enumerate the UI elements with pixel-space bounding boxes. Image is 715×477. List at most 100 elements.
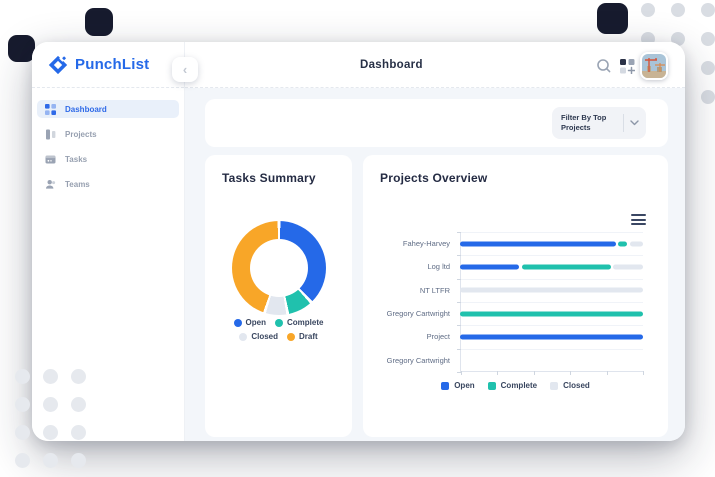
bar-row-3: NT LTFR (379, 279, 643, 302)
tasks-summary-title: Tasks Summary (222, 171, 316, 185)
x-axis-tick (570, 371, 572, 375)
decor-dot (70, 452, 86, 468)
legend-swatch (233, 318, 242, 327)
decor-dark-square (597, 3, 628, 34)
logo: PunchList (32, 42, 184, 88)
bar-category-label: Gregory Cartwright (386, 309, 450, 319)
projects-overview-card: Projects Overview Fahey-Harvey Log ltd NT … (363, 155, 668, 437)
decor-dot (14, 396, 30, 412)
decor-dot (14, 452, 30, 468)
decor-dot (701, 90, 715, 104)
chart-plot-frame (457, 232, 644, 375)
bar-segment-complete[interactable] (460, 311, 643, 317)
decor-dot (641, 3, 655, 17)
decor-dot (70, 368, 86, 384)
header: Dashboard (185, 42, 685, 88)
sidebar: PunchList Dashboard Projects Tasks Teams (32, 42, 185, 441)
x-axis-tick (497, 371, 499, 375)
y-axis-tick (457, 325, 461, 327)
sidebar-item-tasks[interactable]: Tasks (37, 150, 179, 168)
decor-dot (701, 32, 715, 46)
sidebar-collapse-button[interactable]: ‹ (172, 57, 198, 82)
bar-segment-closed[interactable] (613, 264, 643, 270)
decor-dot (701, 61, 715, 75)
sidebar-item-label: Projects (65, 129, 97, 139)
bar-row-1: Fahey-Harvey (379, 232, 643, 255)
punchlist-logo-icon (48, 55, 68, 74)
legend-swatch (287, 332, 295, 341)
donut-legend-item-open[interactable]: Open (233, 318, 266, 327)
legend-label: Closed (563, 381, 590, 390)
bar-segment-open[interactable] (460, 264, 520, 270)
decor-dot (42, 368, 58, 384)
decor-dot (70, 396, 86, 412)
bar-category-label: Log ltd (427, 262, 450, 272)
apps-grid-icon[interactable] (619, 58, 635, 74)
donut-legend-item-closed[interactable]: Closed (239, 332, 278, 341)
bar-category-label: Gregory Cartwright (386, 355, 450, 365)
projects-columns-icon (45, 129, 56, 140)
chevron-down-icon (630, 120, 639, 126)
search-icon[interactable] (596, 58, 612, 74)
x-axis-tick (606, 371, 608, 375)
sidebar-item-dashboard[interactable]: Dashboard (37, 100, 179, 118)
filter-bar: Filter By Top Projects (205, 99, 668, 147)
decor-dot (70, 424, 86, 440)
decor-dot (42, 424, 58, 440)
bar-track (460, 325, 643, 348)
donut-legend-item-complete[interactable]: Complete (275, 318, 323, 327)
sidebar-item-label: Teams (65, 179, 90, 189)
legend-label: Complete (287, 318, 324, 327)
tasks-summary-donut-chart (231, 221, 326, 315)
decor-dot (14, 424, 30, 440)
y-axis-tick (457, 278, 461, 280)
legend-swatch (441, 381, 450, 390)
gridline (461, 255, 643, 257)
bar-row-6: Gregory Cartwright (379, 349, 643, 372)
donut-legend: Open Complete Closed Draft (213, 318, 344, 341)
bar-segment-complete[interactable] (522, 264, 611, 270)
bar-legend-item-complete[interactable]: Complete (487, 381, 537, 390)
donut-hole (249, 239, 308, 297)
legend-label: Open (454, 381, 475, 390)
logo-text: PunchList (75, 56, 150, 73)
bar-row-2: Log ltd (379, 255, 643, 278)
legend-label: Draft (299, 332, 318, 341)
filter-button-label: Filter By Top Projects (561, 112, 607, 133)
sidebar-item-label: Tasks (65, 154, 88, 164)
chart-menu-icon[interactable] (631, 214, 646, 228)
legend-swatch (487, 381, 496, 390)
sidebar-nav: Dashboard Projects Tasks Teams (32, 88, 184, 193)
bar-segment-closed[interactable] (460, 287, 643, 293)
bar-row-4: Gregory Cartwright (379, 302, 643, 325)
bar-track (460, 349, 643, 372)
bar-segment-open[interactable] (460, 334, 643, 340)
legend-swatch (550, 381, 559, 390)
dashboard-grid-icon (45, 103, 56, 115)
sidebar-item-teams[interactable]: Teams (37, 175, 179, 193)
decor-dot (42, 452, 58, 468)
bar-track (460, 279, 643, 302)
tasks-summary-card: Tasks Summary Open Complete Closed Draft (205, 155, 352, 437)
user-avatar[interactable] (640, 52, 668, 80)
projects-overview-bar-chart: Fahey-Harvey Log ltd NT LTFR Gregory Cartwr… (379, 232, 644, 375)
filter-by-top-projects-button[interactable]: Filter By Top Projects (552, 107, 646, 139)
decor-dot (42, 396, 58, 412)
bar-track (460, 302, 643, 325)
bar-segment-closed[interactable] (629, 241, 643, 247)
x-axis-tick (461, 371, 462, 375)
bar-chart-legend: Open Complete Closed (363, 381, 668, 390)
bar-legend-item-open[interactable]: Open (441, 381, 475, 390)
bar-track (460, 232, 643, 255)
donut-legend-item-draft[interactable]: Draft (287, 332, 318, 341)
content-area: Filter By Top Projects Tasks Summary Ope… (185, 88, 685, 441)
bar-category-label: Fahey-Harvey (402, 239, 450, 249)
legend-swatch (275, 318, 283, 327)
bar-segment-complete[interactable] (618, 241, 628, 247)
bar-segment-open[interactable] (460, 241, 616, 247)
bar-legend-item-closed[interactable]: Closed (550, 381, 590, 390)
sidebar-item-projects[interactable]: Projects (37, 125, 179, 143)
y-axis-tick (457, 302, 461, 303)
gridline (461, 232, 643, 233)
